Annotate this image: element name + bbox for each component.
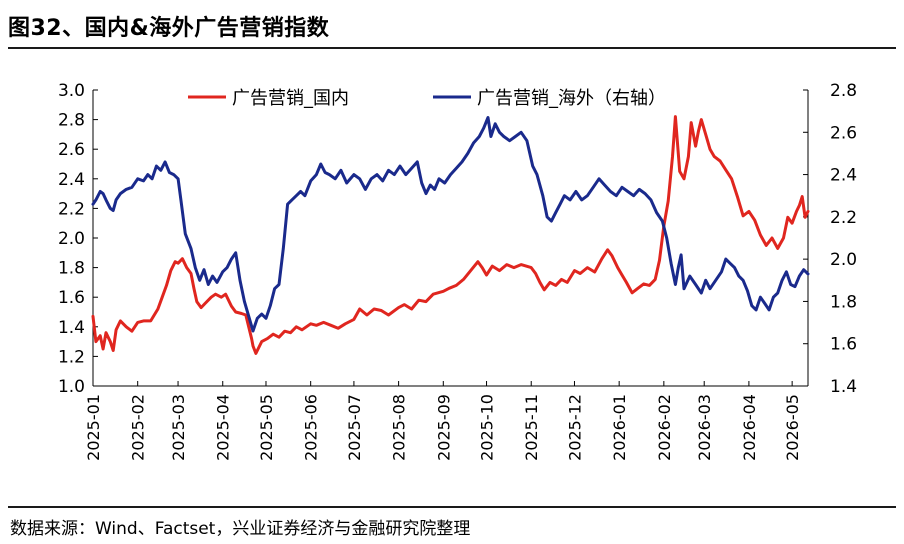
y-right-tick-label: 2.2 [830, 208, 857, 228]
x-tick-label: 2025-09 [434, 394, 453, 461]
y-right-tick-label: 1.6 [830, 335, 857, 355]
x-tick-label: 2025-11 [522, 394, 541, 461]
data-source-note: 数据来源：Wind、Factset，兴业证券经济与金融研究院整理 [10, 519, 471, 539]
y-right-tick-label: 2.4 [830, 166, 857, 186]
y-left-tick-label: 3.0 [58, 81, 85, 101]
y-right-tick-label: 1.8 [830, 292, 857, 312]
series-line-overseas [91, 116, 810, 333]
y-left-tick-label: 1.2 [58, 347, 85, 367]
y-left-tick-label: 2.6 [58, 140, 85, 160]
x-tick-label: 2025-08 [390, 394, 409, 461]
y-left-tick-label: 2.8 [58, 111, 85, 131]
x-tick-label: 2025-10 [478, 394, 497, 461]
chart-title: 图32、国内&海外广告营销指数 [8, 16, 330, 41]
chart-svg: 1.0 1.2 1.4 1.6 1.8 2.0 2.2 2.4 2.6 2.8 3.0 1.4 1.6 1… [58, 81, 857, 461]
x-tick-label: 2026-01 [610, 394, 629, 461]
y-left-tick-label: 2.4 [58, 170, 85, 190]
x-tick-label: 2025-04 [214, 394, 233, 461]
footer-rule [8, 506, 896, 508]
y-left-tick-label: 2.2 [58, 199, 85, 219]
x-tick-label: 2025-02 [129, 394, 148, 461]
y-right-tick-label: 2.0 [830, 250, 857, 270]
y-left-tick-label: 1.8 [58, 259, 85, 279]
x-tick-label: 2025-06 [302, 394, 321, 461]
y-left-tick-label: 1.4 [58, 318, 85, 338]
x-tick-label: 2025-01 [84, 394, 103, 461]
legend-label-overseas: 广告营销_海外（右轴） [477, 88, 666, 109]
x-tick-label: 2025-07 [345, 394, 364, 461]
y-right-tick-label: 2.8 [830, 81, 857, 101]
y-left-tick-label: 2.0 [58, 229, 85, 249]
legend-label-domestic: 广告营销_国内 [232, 88, 349, 109]
x-tick-label: 2026-05 [783, 394, 802, 461]
x-tick-label: 2025-05 [257, 394, 276, 461]
x-tick-label: 2025-12 [565, 394, 584, 461]
series-line-domestic [91, 115, 810, 355]
x-tick-label: 2025-03 [169, 394, 188, 461]
y-right-tick-label: 2.6 [830, 123, 857, 143]
x-tick-label: 2026-02 [655, 394, 674, 461]
x-tick-label: 2026-03 [695, 394, 714, 461]
y-left-tick-label: 1.6 [58, 288, 85, 308]
y-right-tick-label: 1.4 [830, 377, 857, 397]
title-rule [8, 47, 896, 49]
x-tick-label: 2026-04 [740, 394, 759, 461]
y-left-tick-label: 1.0 [58, 377, 85, 397]
